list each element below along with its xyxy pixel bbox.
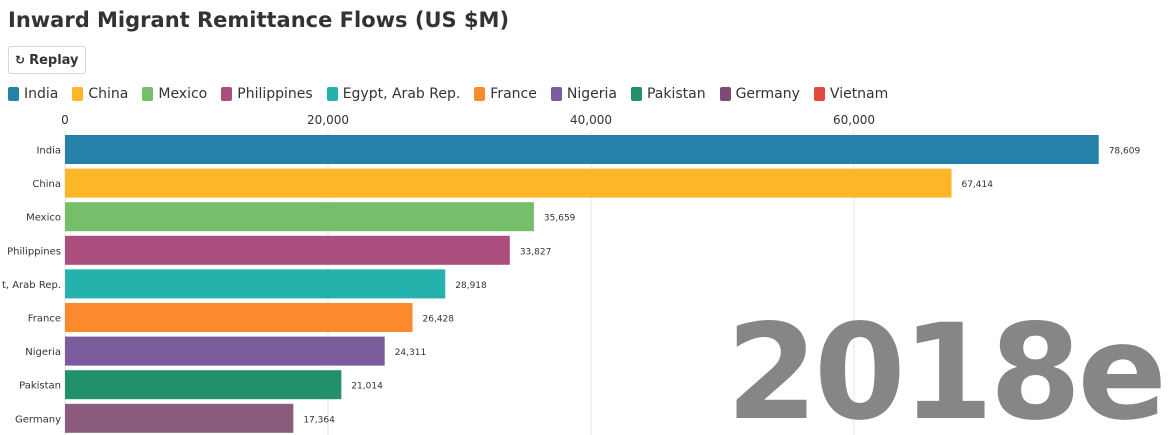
legend-item[interactable]: Philippines bbox=[221, 86, 313, 102]
category-label: Mexico bbox=[26, 213, 61, 224]
bar bbox=[65, 403, 294, 433]
replay-button[interactable]: ↻ Replay bbox=[8, 46, 86, 74]
category-label: Germany bbox=[15, 414, 61, 425]
bar bbox=[65, 135, 1099, 164]
bar bbox=[65, 202, 534, 232]
bar bbox=[65, 168, 952, 198]
chart-title: Inward Migrant Remittance Flows (US $M) bbox=[8, 8, 510, 32]
legend: India China Mexico Philippines Egypt, Arab R… bbox=[8, 86, 902, 102]
legend-swatch bbox=[221, 87, 233, 101]
category-label: t, Arab Rep. bbox=[2, 280, 61, 291]
value-label: 78,609 bbox=[1109, 147, 1141, 157]
value-label: 26,428 bbox=[423, 315, 455, 325]
x-tick-label: 0 bbox=[61, 113, 69, 127]
legend-item[interactable]: China bbox=[72, 86, 128, 102]
replay-icon: ↻ bbox=[15, 53, 26, 67]
legend-swatch bbox=[719, 87, 731, 101]
legend-label: India bbox=[24, 86, 59, 102]
legend-swatch bbox=[142, 87, 154, 101]
category-label: India bbox=[36, 146, 61, 157]
legend-item[interactable]: Germany bbox=[719, 86, 800, 102]
legend-label: Nigeria bbox=[566, 86, 617, 102]
x-tick-label: 60,000 bbox=[833, 113, 875, 127]
category-label: China bbox=[32, 179, 61, 190]
legend-label: Vietnam bbox=[829, 86, 889, 102]
legend-swatch bbox=[72, 87, 84, 101]
legend-item[interactable]: France bbox=[474, 86, 537, 102]
value-label: 67,414 bbox=[961, 180, 993, 190]
value-label: 24,311 bbox=[395, 348, 427, 358]
legend-swatch bbox=[326, 87, 338, 101]
legend-item[interactable]: Nigeria bbox=[550, 86, 617, 102]
legend-label: Philippines bbox=[237, 86, 313, 102]
bar bbox=[65, 235, 510, 265]
legend-label: China bbox=[88, 86, 129, 102]
value-label: 33,827 bbox=[520, 247, 552, 257]
legend-swatch bbox=[550, 87, 562, 101]
legend-swatch bbox=[474, 87, 486, 101]
x-tick-label: 20,000 bbox=[307, 113, 349, 127]
legend-label: Germany bbox=[735, 86, 800, 102]
category-label: France bbox=[28, 314, 61, 325]
legend-swatch bbox=[8, 87, 19, 101]
value-label: 28,918 bbox=[455, 281, 487, 291]
legend-swatch bbox=[630, 87, 642, 101]
legend-label: Egypt, Arab Rep. bbox=[342, 86, 461, 102]
legend-label: France bbox=[490, 86, 537, 102]
bar bbox=[65, 370, 342, 400]
legend-item[interactable]: Mexico bbox=[142, 86, 207, 102]
legend-item[interactable]: Pakistan bbox=[630, 86, 706, 102]
value-label: 21,014 bbox=[351, 382, 383, 392]
legend-label: Pakistan bbox=[646, 86, 706, 102]
bar bbox=[65, 336, 385, 366]
category-label: Philippines bbox=[7, 246, 61, 257]
value-label: 35,659 bbox=[544, 214, 576, 224]
bar bbox=[65, 269, 446, 299]
category-label: Nigeria bbox=[25, 347, 61, 358]
period-label: 2018e bbox=[726, 296, 1163, 435]
bar bbox=[65, 303, 413, 332]
legend-item[interactable]: Egypt, Arab Rep. bbox=[326, 86, 461, 102]
legend-item[interactable]: India bbox=[8, 86, 58, 102]
value-label: 17,364 bbox=[303, 415, 335, 425]
legend-label: Mexico bbox=[158, 86, 208, 102]
x-tick-label: 40,000 bbox=[570, 113, 612, 127]
legend-swatch bbox=[813, 87, 825, 101]
replay-label: Replay bbox=[29, 52, 79, 68]
category-label: Pakistan bbox=[19, 381, 61, 392]
legend-item[interactable]: Vietnam bbox=[813, 86, 889, 102]
